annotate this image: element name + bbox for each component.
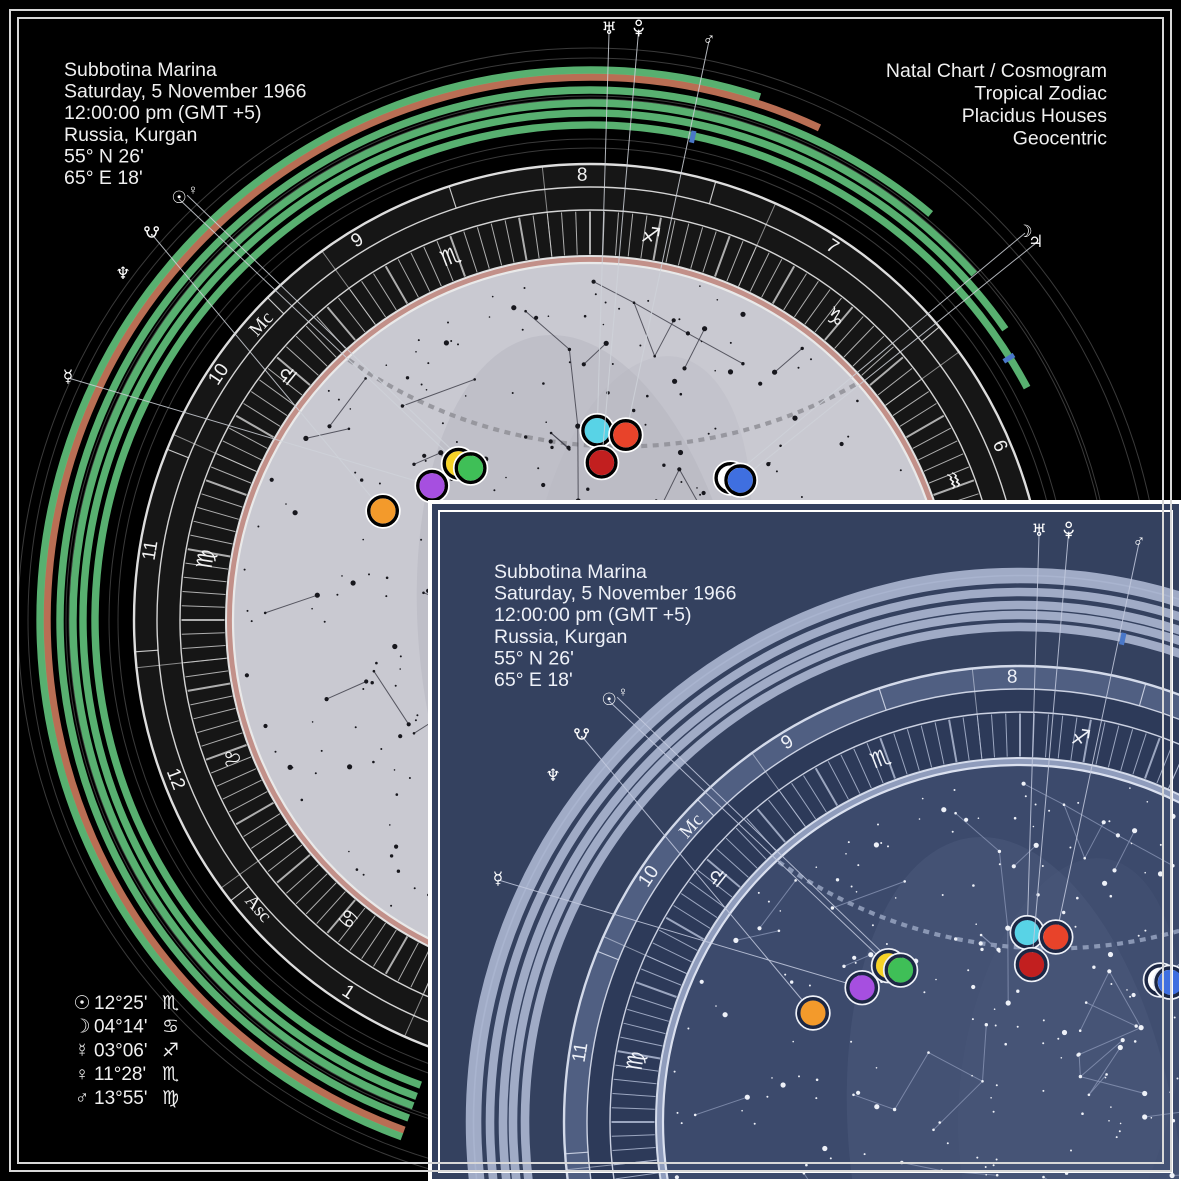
svg-text:♆: ♆ — [115, 264, 130, 283]
svg-text:☉: ☉ — [171, 188, 186, 207]
svg-text:♀: ♀ — [188, 183, 199, 198]
svg-text:♂: ♂ — [75, 1088, 89, 1109]
svg-text:Subbotina Marina: Subbotina Marina — [494, 561, 647, 583]
svg-text:♍: ♍ — [621, 1049, 649, 1072]
svg-text:03°06': 03°06' — [94, 1040, 148, 1061]
svg-text:13°55': 13°55' — [94, 1088, 148, 1109]
svg-text:8: 8 — [1007, 667, 1018, 688]
svg-text:♏: ♏ — [162, 993, 179, 1014]
svg-text:♆: ♆ — [545, 766, 560, 785]
svg-text:Tropical Zodiac: Tropical Zodiac — [974, 83, 1107, 105]
svg-text:♐: ♐ — [162, 1040, 179, 1061]
svg-text:Saturday, 5 November 1966: Saturday, 5 November 1966 — [494, 583, 736, 605]
svg-text:12:00:00 pm (GMT +5): 12:00:00 pm (GMT +5) — [494, 604, 691, 626]
svg-text:♀: ♀ — [75, 1064, 89, 1085]
svg-text:Subbotina Marina: Subbotina Marina — [64, 59, 217, 81]
svg-text:♂: ♂ — [703, 30, 716, 49]
svg-text:♐: ♐ — [639, 221, 662, 249]
svg-text:♃: ♃ — [1028, 232, 1043, 251]
svg-text:♂: ♂ — [1133, 532, 1146, 551]
svg-text:♏: ♏ — [162, 1064, 179, 1085]
svg-text:♋: ♋ — [162, 1017, 179, 1038]
svg-text:12°25': 12°25' — [94, 993, 148, 1014]
svg-text:☿: ☿ — [493, 869, 503, 888]
svg-text:♅: ♅ — [1031, 521, 1046, 540]
svg-text:Geocentric: Geocentric — [1013, 128, 1108, 150]
svg-text:☿: ☿ — [63, 367, 73, 386]
svg-text:55° N 26': 55° N 26' — [64, 145, 144, 167]
svg-text:Natal Chart / Cosmogram: Natal Chart / Cosmogram — [886, 60, 1107, 82]
svg-text:8: 8 — [577, 165, 588, 186]
svg-text:65° E 18': 65° E 18' — [494, 669, 573, 691]
svg-text:♐: ♐ — [1069, 723, 1092, 751]
svg-text:11: 11 — [569, 1041, 593, 1064]
svg-text:Russia, Kurgan: Russia, Kurgan — [64, 124, 197, 146]
svg-text:12:00:00 pm (GMT +5): 12:00:00 pm (GMT +5) — [64, 102, 261, 124]
svg-text:☽: ☽ — [73, 1017, 90, 1038]
svg-text:65° E 18': 65° E 18' — [64, 167, 143, 189]
svg-text:55° N 26': 55° N 26' — [494, 647, 574, 669]
svg-text:Placidus Houses: Placidus Houses — [962, 105, 1107, 127]
svg-text:☉: ☉ — [73, 993, 90, 1014]
svg-text:Russia, Kurgan: Russia, Kurgan — [494, 626, 627, 648]
svg-text:11°28': 11°28' — [94, 1064, 146, 1085]
svg-text:♍: ♍ — [191, 547, 219, 570]
svg-text:☿: ☿ — [75, 1040, 89, 1061]
svg-text:☉: ☉ — [601, 690, 616, 709]
svg-text:♀: ♀ — [618, 685, 629, 700]
svg-text:04°14': 04°14' — [94, 1017, 148, 1038]
svg-text:Saturday, 5 November 1966: Saturday, 5 November 1966 — [64, 81, 306, 103]
svg-text:11: 11 — [139, 539, 163, 562]
svg-text:♍: ♍ — [162, 1088, 179, 1109]
svg-text:♅: ♅ — [601, 19, 616, 38]
